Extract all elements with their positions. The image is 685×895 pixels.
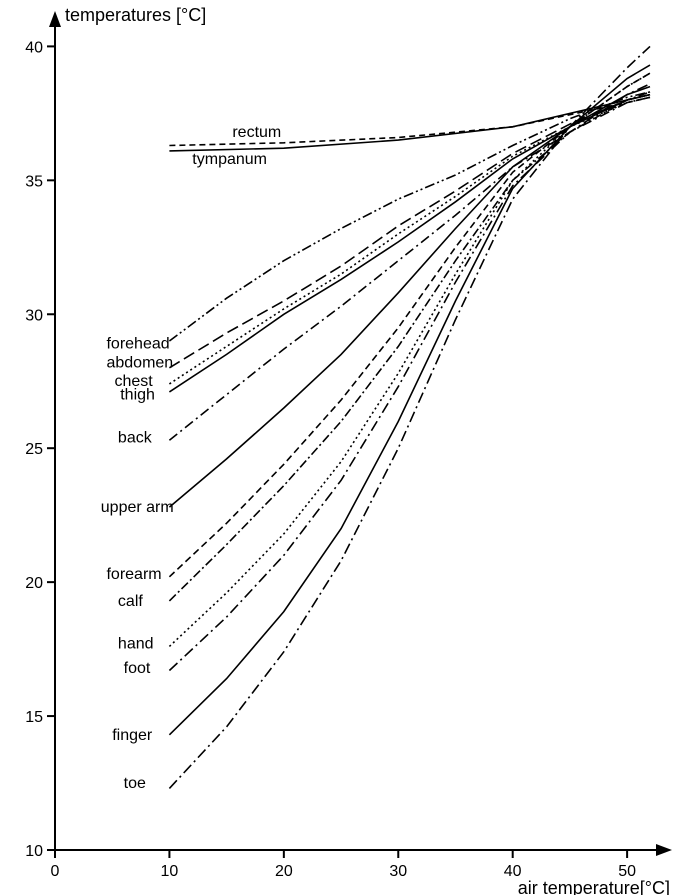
series-label-hand: hand <box>118 636 154 653</box>
series-label-rectum: rectum <box>232 124 281 141</box>
series-label-thigh: thigh <box>120 387 155 404</box>
temperature-chart: 0102030405010152025303540air temperature… <box>0 0 685 895</box>
y-tick-label: 15 <box>25 709 43 726</box>
series-label-forearm: forearm <box>106 566 161 583</box>
x-tick-label: 30 <box>389 863 407 880</box>
y-tick-label: 40 <box>25 39 43 56</box>
series-calf <box>169 92 650 601</box>
x-axis-title: air temperature[°C] <box>518 878 670 895</box>
y-tick-label: 35 <box>25 173 43 190</box>
y-tick-label: 30 <box>25 307 43 324</box>
y-axis-title: temperatures [°C] <box>65 5 206 25</box>
series-label-finger: finger <box>112 727 153 744</box>
y-axis-arrow <box>49 11 61 27</box>
series-label-calf: calf <box>118 593 143 610</box>
chart-svg: 0102030405010152025303540air temperature… <box>0 0 685 895</box>
series-label-tympanum: tympanum <box>192 151 267 168</box>
series-label-upper-arm: upper arm <box>101 499 174 516</box>
y-tick-label: 25 <box>25 441 43 458</box>
series-label-foot: foot <box>124 660 151 677</box>
series-foot <box>169 84 650 671</box>
y-tick-label: 10 <box>25 843 43 860</box>
series-label-forehead: forehead <box>106 336 169 353</box>
x-tick-label: 20 <box>275 863 293 880</box>
x-tick-label: 10 <box>161 863 179 880</box>
x-axis-arrow <box>656 844 672 856</box>
x-tick-label: 0 <box>51 863 60 880</box>
series-label-back: back <box>118 429 153 446</box>
y-tick-label: 20 <box>25 575 43 592</box>
series-label-abdomen: abdomen <box>106 354 173 371</box>
series-label-toe: toe <box>124 775 146 792</box>
